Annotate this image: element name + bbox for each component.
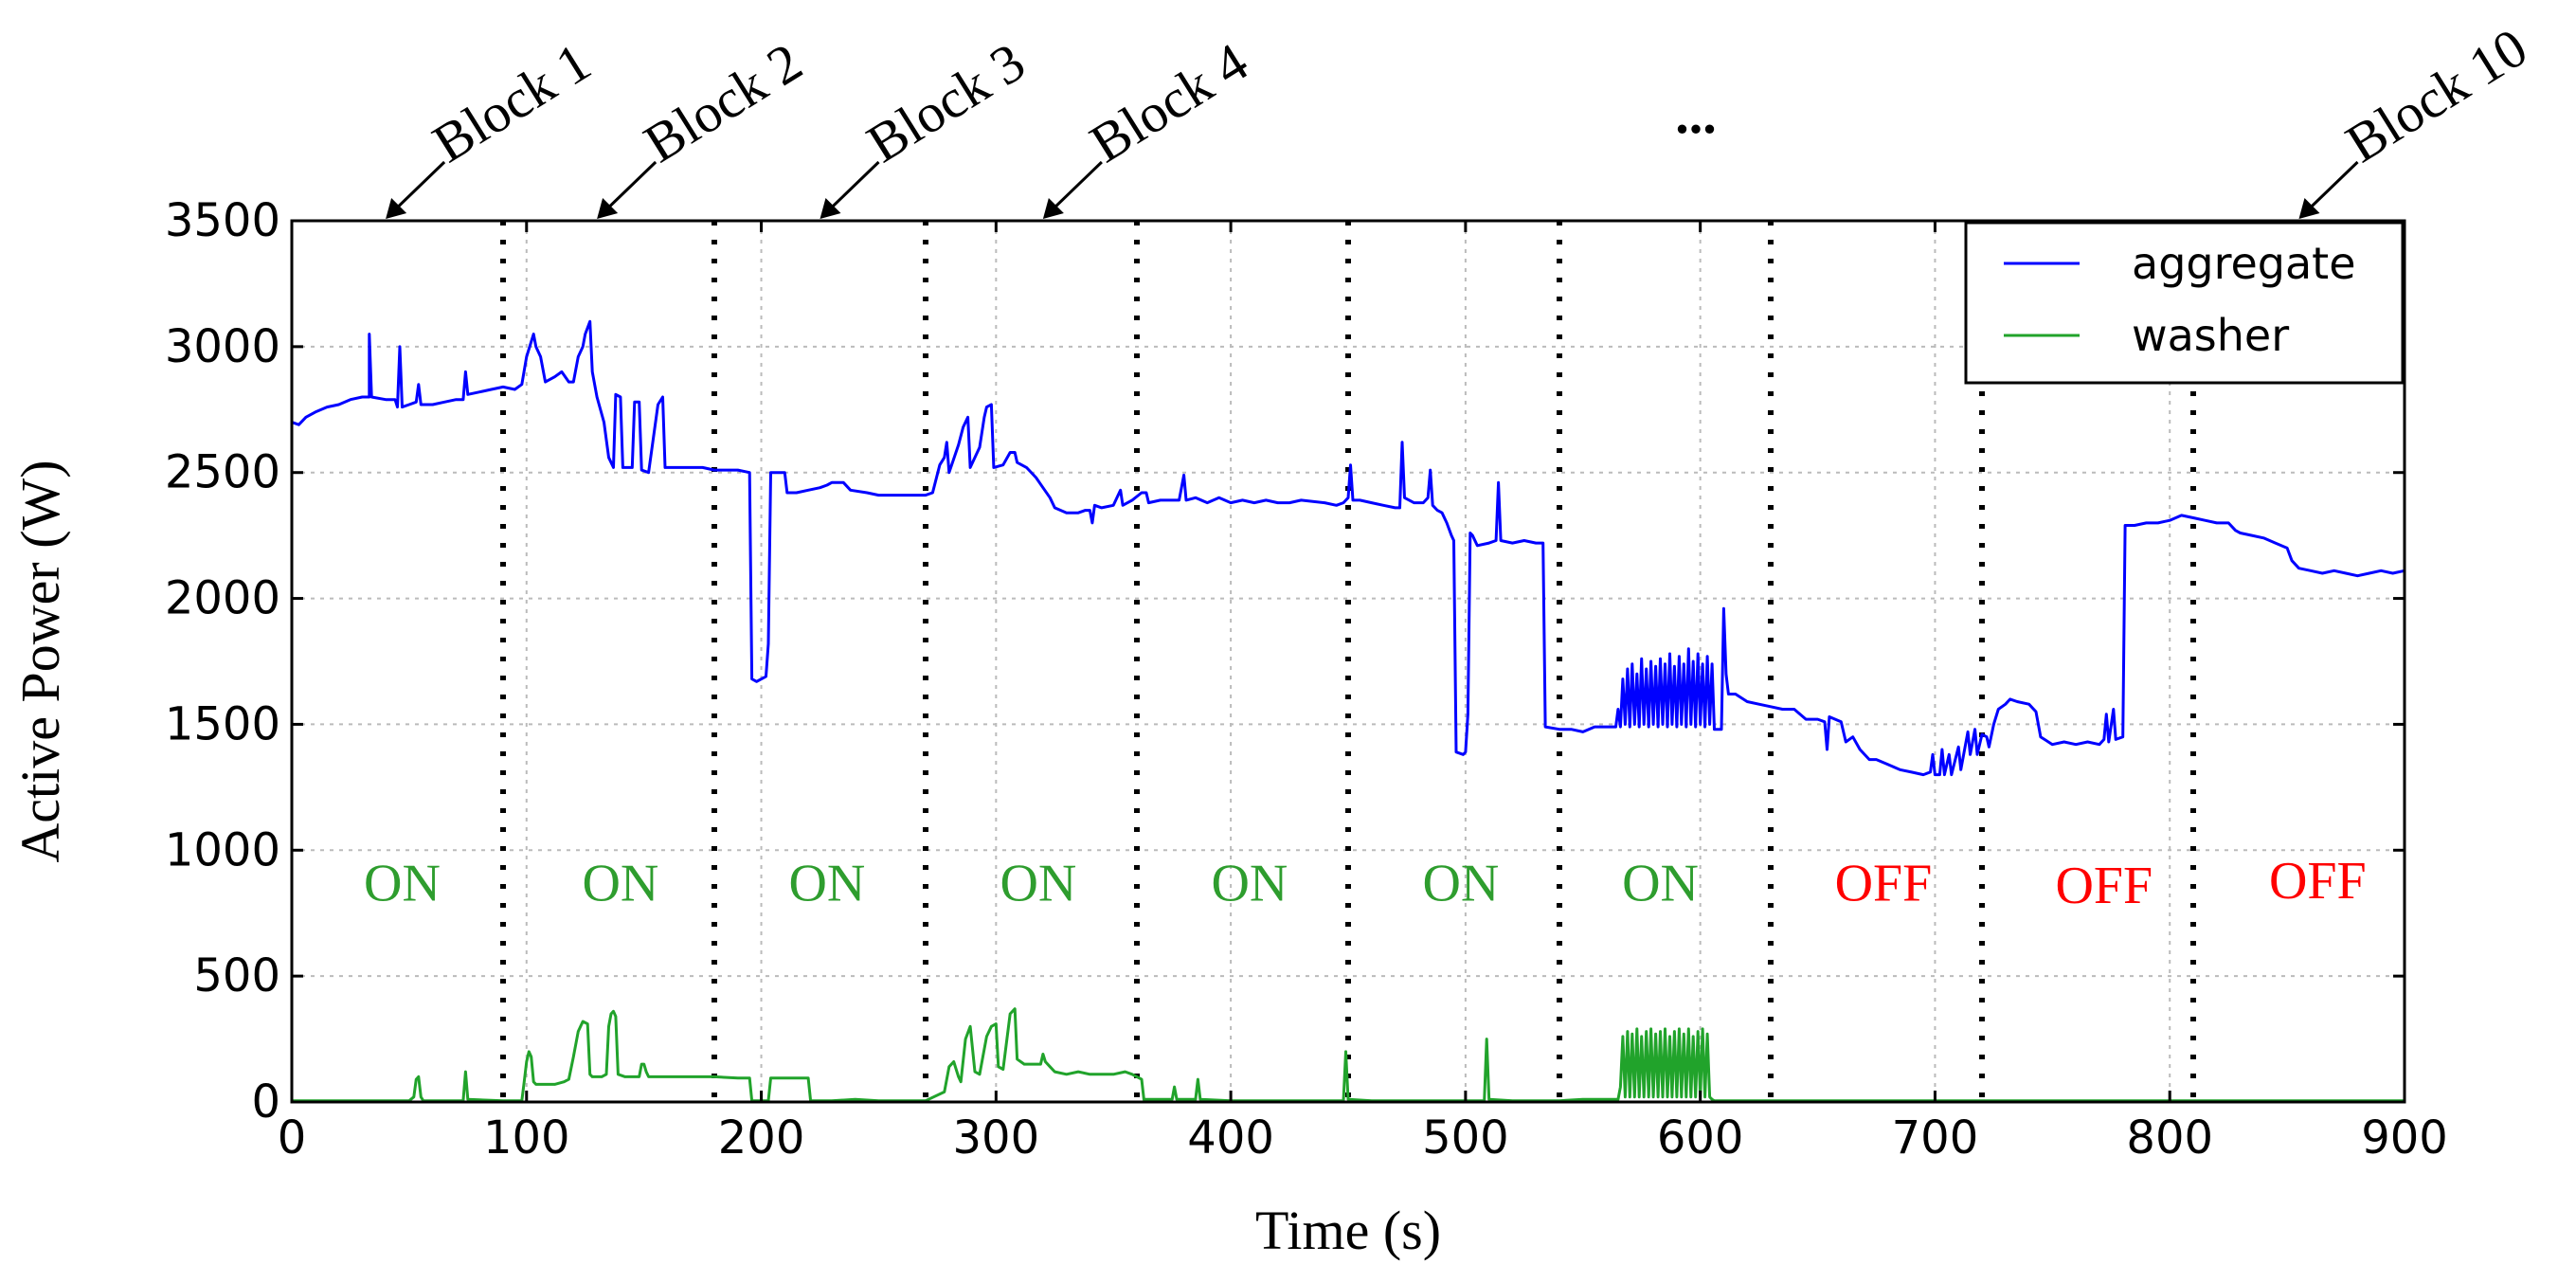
y-tick-label: 2000: [165, 572, 280, 625]
x-tick-label: 100: [483, 1111, 570, 1165]
legend-label-washer: washer: [2132, 310, 2289, 361]
state-label-on: ON: [788, 854, 865, 912]
y-axis-title: Active Power (W): [9, 460, 71, 862]
state-label-on: ON: [1211, 854, 1288, 912]
state-labels: ON ON ON ON ON ON ON OFF OFF OFF: [364, 852, 2367, 915]
state-label-on: ON: [1422, 854, 1499, 912]
block-arrow: [602, 160, 658, 215]
block-boundaries: [500, 221, 2196, 1102]
block-annotation: Block 1: [386, 30, 601, 219]
state-label-off: OFF: [2269, 852, 2367, 911]
x-tick-label: 600: [1657, 1111, 1744, 1165]
block-arrowhead: [1042, 198, 1064, 219]
block-annotation: Block 3: [820, 30, 1036, 219]
y-tick-label: 0: [251, 1075, 280, 1129]
x-tick-label: 500: [1422, 1111, 1509, 1165]
block-annotation: Block 4: [1042, 30, 1258, 219]
block-label: Block 10: [2335, 16, 2537, 174]
x-tick-label: 800: [2126, 1111, 2213, 1165]
block-label: Block 1: [423, 30, 602, 174]
state-label-on: ON: [1000, 854, 1076, 912]
state-label-on: ON: [1622, 854, 1699, 912]
block-ellipsis: ...: [1675, 83, 1717, 145]
legend-box: [1964, 221, 2405, 385]
state-label-on: ON: [582, 854, 658, 912]
block-arrow: [824, 160, 880, 215]
y-tick-label: 500: [193, 949, 280, 1002]
y-tick-label: 1000: [165, 823, 280, 876]
y-tick-label: 1500: [165, 697, 280, 750]
y-tick-label: 3000: [165, 320, 280, 373]
x-tick-label: 400: [1187, 1111, 1274, 1165]
block-annotation: Block 2: [597, 30, 812, 219]
block-label: Block 2: [634, 30, 813, 174]
legend: aggregate washer: [1964, 221, 2405, 385]
plot-frame: [290, 219, 2406, 1104]
legend-label-aggregate: aggregate: [2132, 238, 2356, 289]
block-arrow: [1047, 160, 1103, 215]
block-arrowhead: [2298, 198, 2320, 219]
block-labels: Block 1 Block 2 Block 3 Block 4 Block 10: [386, 16, 2537, 219]
x-tick-label: 900: [2361, 1111, 2448, 1165]
block-label: Block 3: [856, 30, 1036, 174]
x-tick-label: 300: [953, 1111, 1040, 1165]
block-arrowhead: [597, 198, 619, 219]
y-tick-label: 3500: [165, 194, 280, 247]
x-axis-title: Time (s): [1255, 1200, 1441, 1261]
state-label-off: OFF: [1835, 854, 1933, 912]
x-tick-label: 200: [718, 1111, 805, 1165]
series-line-washer: [292, 1007, 2405, 1103]
y-tick-label: 2500: [165, 446, 280, 499]
x-tick-label: 700: [1892, 1111, 1979, 1165]
series-line-aggregate: [291, 319, 2405, 777]
state-label-on: ON: [364, 854, 441, 912]
series: [291, 319, 2405, 1103]
block-arrow: [390, 160, 446, 215]
state-label-off: OFF: [2055, 857, 2153, 915]
block-arrow: [2303, 160, 2359, 215]
block-annotation: Block 10: [2298, 16, 2537, 219]
axis-ticks: 0 100 200 300 400 500 600 700 800 900 0 500 1000 1500…: [165, 194, 2448, 1165]
block-arrowhead: [820, 198, 841, 219]
x-tick-label: 0: [278, 1111, 307, 1165]
block-arrowhead: [386, 198, 407, 219]
block-label: Block 4: [1079, 30, 1258, 174]
